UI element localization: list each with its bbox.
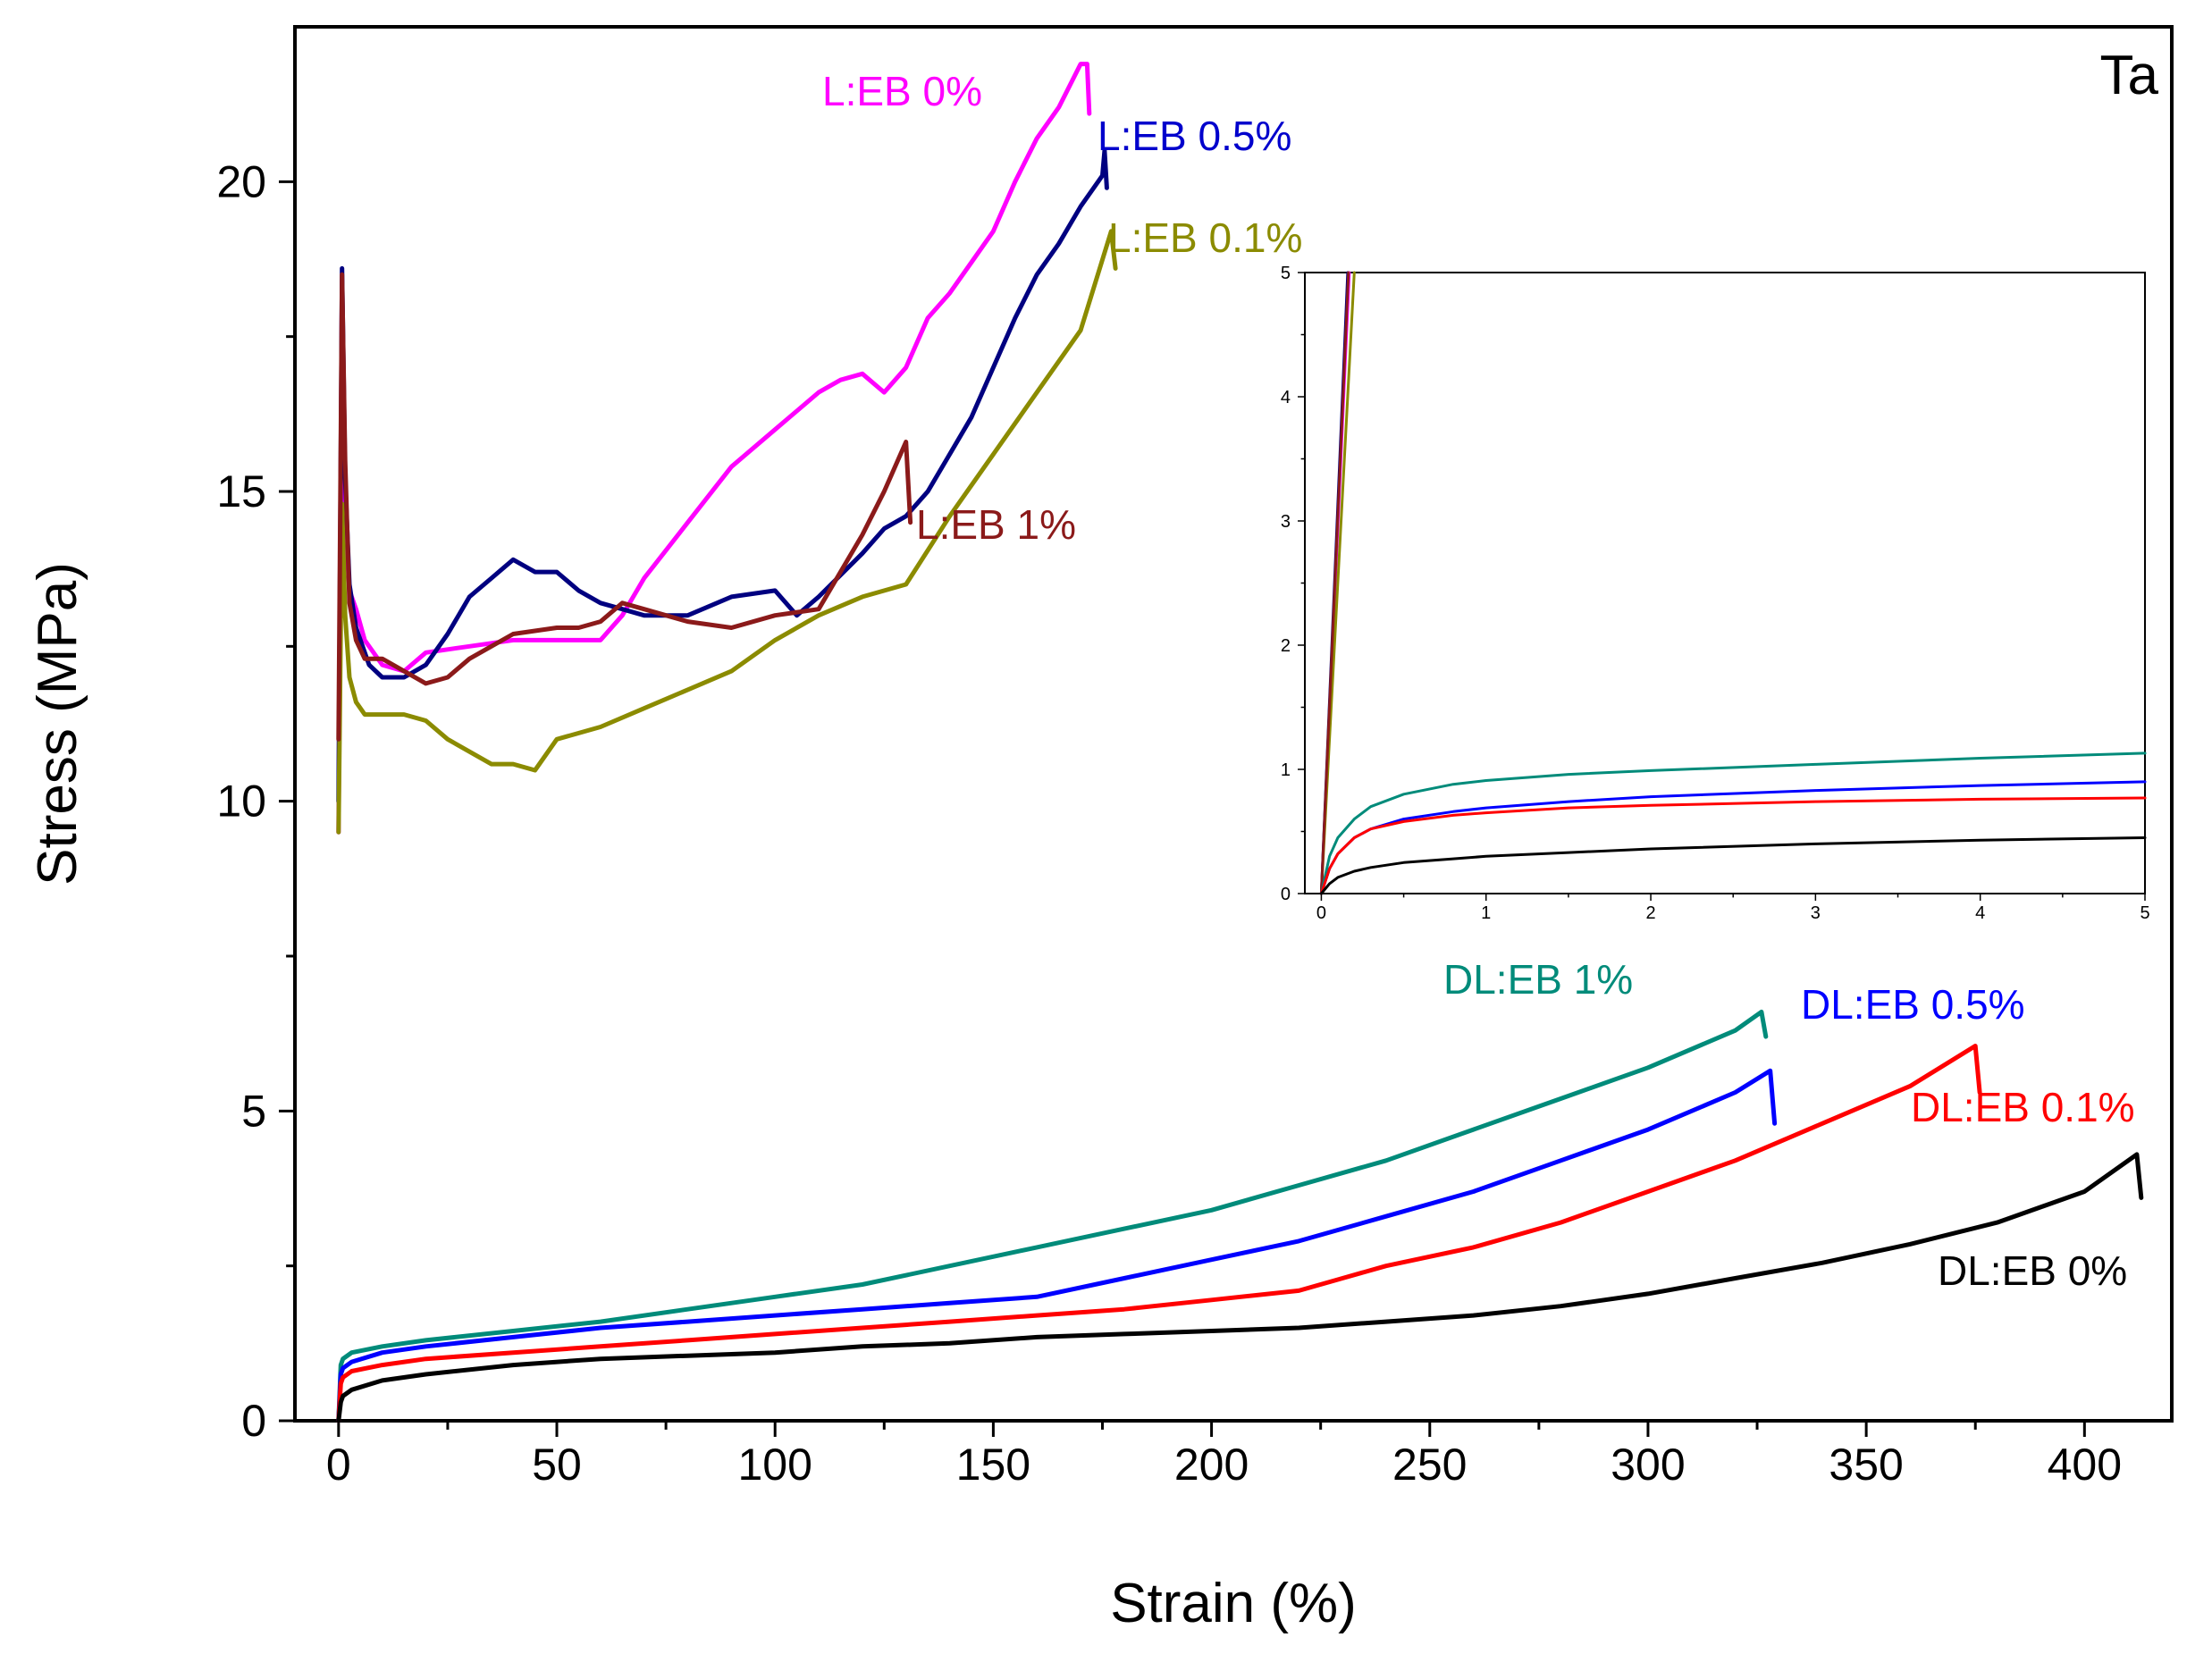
inset-x-tick-label: 0 [1316,903,1326,923]
label-dl-eb-1: DL:EB 1% [1443,956,1633,1003]
main-y-ticks: 0 5 10 15 20 [216,156,295,1446]
main-y-tick-label: 15 [216,466,266,516]
main-series-line-dl-eb-1 [336,1009,1769,1423]
main-x-ticks: 0 50 100 150 200 250 300 350 400 [326,1421,2122,1490]
main-x-tick-label: 400 [2048,1440,2122,1490]
inset-y-tick-label: 1 [1281,760,1291,780]
inset-y-tick-label: 5 [1281,264,1291,283]
inset-chart: 0 1 2 3 4 5 0 1 2 3 4 5 [1281,264,2150,923]
inset-y-tick-label: 2 [1281,636,1291,656]
main-x-tick-label: 100 [737,1440,812,1490]
main-x-tick-label: 200 [1174,1440,1249,1490]
main-x-tick-label: 50 [532,1440,582,1490]
main-x-tick-label: 150 [956,1440,1030,1490]
inset-plot-frame [1304,272,2146,894]
label-l-eb-0-5: L:EB 0.5% [1098,113,1291,159]
label-l-eb-0-1: L:EB 0.1% [1108,214,1302,261]
label-dl-eb-0: DL:EB 0% [1938,1247,2127,1294]
label-l-eb-1: L:EB 1% [916,501,1076,548]
panel-label: Ta [2100,45,2159,106]
inset-y-ticks: 0 1 2 3 4 5 [1281,264,1305,904]
inset-series-line-l-eb-1 [1319,271,1350,895]
inset-series-group [1319,271,2147,895]
main-y-tick-label: 5 [241,1086,266,1136]
inset-x-tick-label: 2 [1645,903,1655,923]
inset-series-line-dl-eb-0 [1319,836,2147,895]
label-l-eb-0: L:EB 0% [822,68,982,114]
main-series-line-l-eb-0-1 [336,229,1118,835]
inset-x-tick-label: 4 [1975,903,1985,923]
x-axis-title: Strain (%) [1110,1573,1357,1634]
main-y-tick-label: 10 [216,777,266,827]
inset-x-tick-label: 3 [1811,903,1821,923]
main-series-line-dl-eb-0-5 [336,1068,1778,1423]
inset-series-line-dl-eb-1 [1319,751,2147,895]
label-dl-eb-0-5: DL:EB 0.5% [1801,981,2025,1028]
main-x-tick-label: 0 [326,1440,351,1490]
inset-x-tick-label: 1 [1481,903,1491,923]
main-y-tick-label: 0 [241,1396,266,1446]
main-x-tick-label: 250 [1392,1440,1467,1490]
main-y-tick-label: 20 [216,156,266,206]
main-series-line-dl-eb-0 [336,1152,2144,1423]
label-dl-eb-0-1: DL:EB 0.1% [1911,1084,2135,1130]
inset-y-tick-label: 4 [1281,388,1291,407]
y-axis-title: Stress (MPa) [27,562,88,886]
main-series-group [336,62,2144,1423]
inset-x-tick-label: 5 [2140,903,2149,923]
main-x-tick-label: 300 [1611,1440,1685,1490]
inset-y-tick-label: 3 [1281,512,1291,532]
main-series-line-dl-eb-0-1 [336,1044,1982,1423]
main-x-tick-label: 350 [1829,1440,1903,1490]
main-plot-frame [293,25,2174,1423]
inset-series-line-dl-eb-0-1 [1319,796,2147,895]
main-series-line-l-eb-0 [336,62,1092,835]
main-series-line-l-eb-1 [336,272,913,742]
inset-y-tick-label: 0 [1281,885,1291,904]
inset-x-ticks: 0 1 2 3 4 5 [1316,894,2150,923]
